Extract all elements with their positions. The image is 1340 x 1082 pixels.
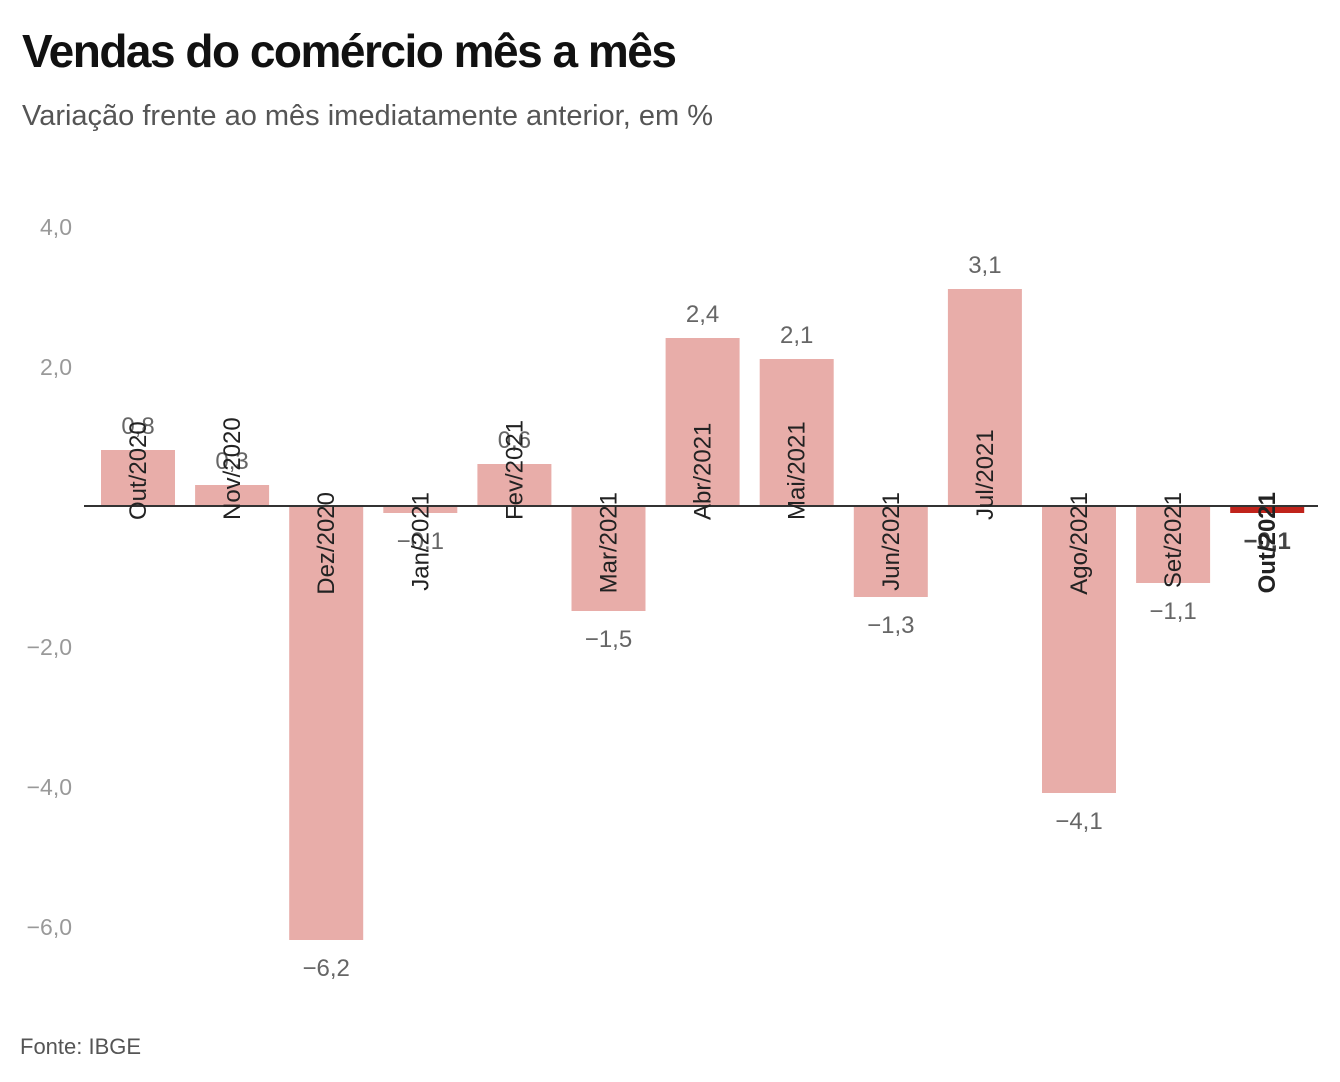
y-tick-label: −2,0 bbox=[27, 634, 72, 660]
value-label: −0,1 bbox=[397, 528, 444, 555]
value-label: 0,6 bbox=[498, 427, 531, 454]
bar bbox=[101, 450, 175, 506]
value-label: 2,1 bbox=[780, 322, 813, 349]
source-note: Fonte: IBGE bbox=[20, 1034, 142, 1059]
bar bbox=[477, 464, 552, 506]
y-tick-label: 2,0 bbox=[40, 354, 72, 380]
chart-title: Vendas do comércio mês a mês bbox=[22, 25, 677, 77]
category-label: Out/2020 bbox=[125, 421, 152, 520]
category-label: Out/2021 bbox=[1254, 492, 1281, 593]
bar bbox=[853, 506, 928, 597]
chart-subtitle: Variação frente ao mês imediatamente ant… bbox=[22, 100, 713, 132]
value-label: 0,3 bbox=[215, 448, 248, 475]
bar bbox=[1230, 506, 1305, 513]
y-tick-label: −6,0 bbox=[27, 914, 72, 940]
category-label: Mai/2021 bbox=[784, 421, 811, 520]
value-label: −0,1 bbox=[1244, 528, 1291, 555]
bar bbox=[759, 359, 834, 506]
value-label: −4,1 bbox=[1055, 808, 1102, 835]
bar bbox=[947, 289, 1022, 506]
value-label: −1,5 bbox=[585, 626, 632, 653]
value-label: 0,8 bbox=[121, 413, 154, 440]
value-label: 3,1 bbox=[968, 252, 1001, 279]
category-label: Abr/2021 bbox=[690, 423, 717, 520]
bars bbox=[101, 289, 1305, 940]
bar bbox=[1042, 506, 1116, 793]
bar bbox=[383, 506, 458, 513]
category-label: Ago/2021 bbox=[1066, 492, 1093, 595]
category-label: Mar/2021 bbox=[596, 492, 623, 593]
category-label: Jan/2021 bbox=[407, 492, 434, 591]
value-label: −6,2 bbox=[303, 955, 350, 982]
value-label: −1,3 bbox=[867, 612, 914, 639]
y-axis: 4,0 2,0 −2,0 −4,0 −6,0 bbox=[27, 214, 72, 940]
bar bbox=[289, 506, 364, 940]
category-label: Jun/2021 bbox=[878, 492, 905, 591]
y-tick-label: 4,0 bbox=[40, 214, 72, 240]
bar bbox=[1136, 506, 1211, 583]
bar bbox=[571, 506, 646, 611]
bar bbox=[195, 485, 270, 506]
category-label: Jul/2021 bbox=[972, 429, 999, 520]
category-label: Nov/2020 bbox=[219, 417, 246, 520]
value-label: 2,4 bbox=[686, 301, 719, 328]
category-label: Dez/2020 bbox=[313, 492, 340, 595]
value-label: −1,1 bbox=[1149, 598, 1196, 625]
y-tick-label: −4,0 bbox=[27, 774, 72, 800]
bar bbox=[665, 338, 740, 506]
category-label: Set/2021 bbox=[1160, 492, 1187, 588]
category-label: Fev/2021 bbox=[501, 420, 528, 520]
